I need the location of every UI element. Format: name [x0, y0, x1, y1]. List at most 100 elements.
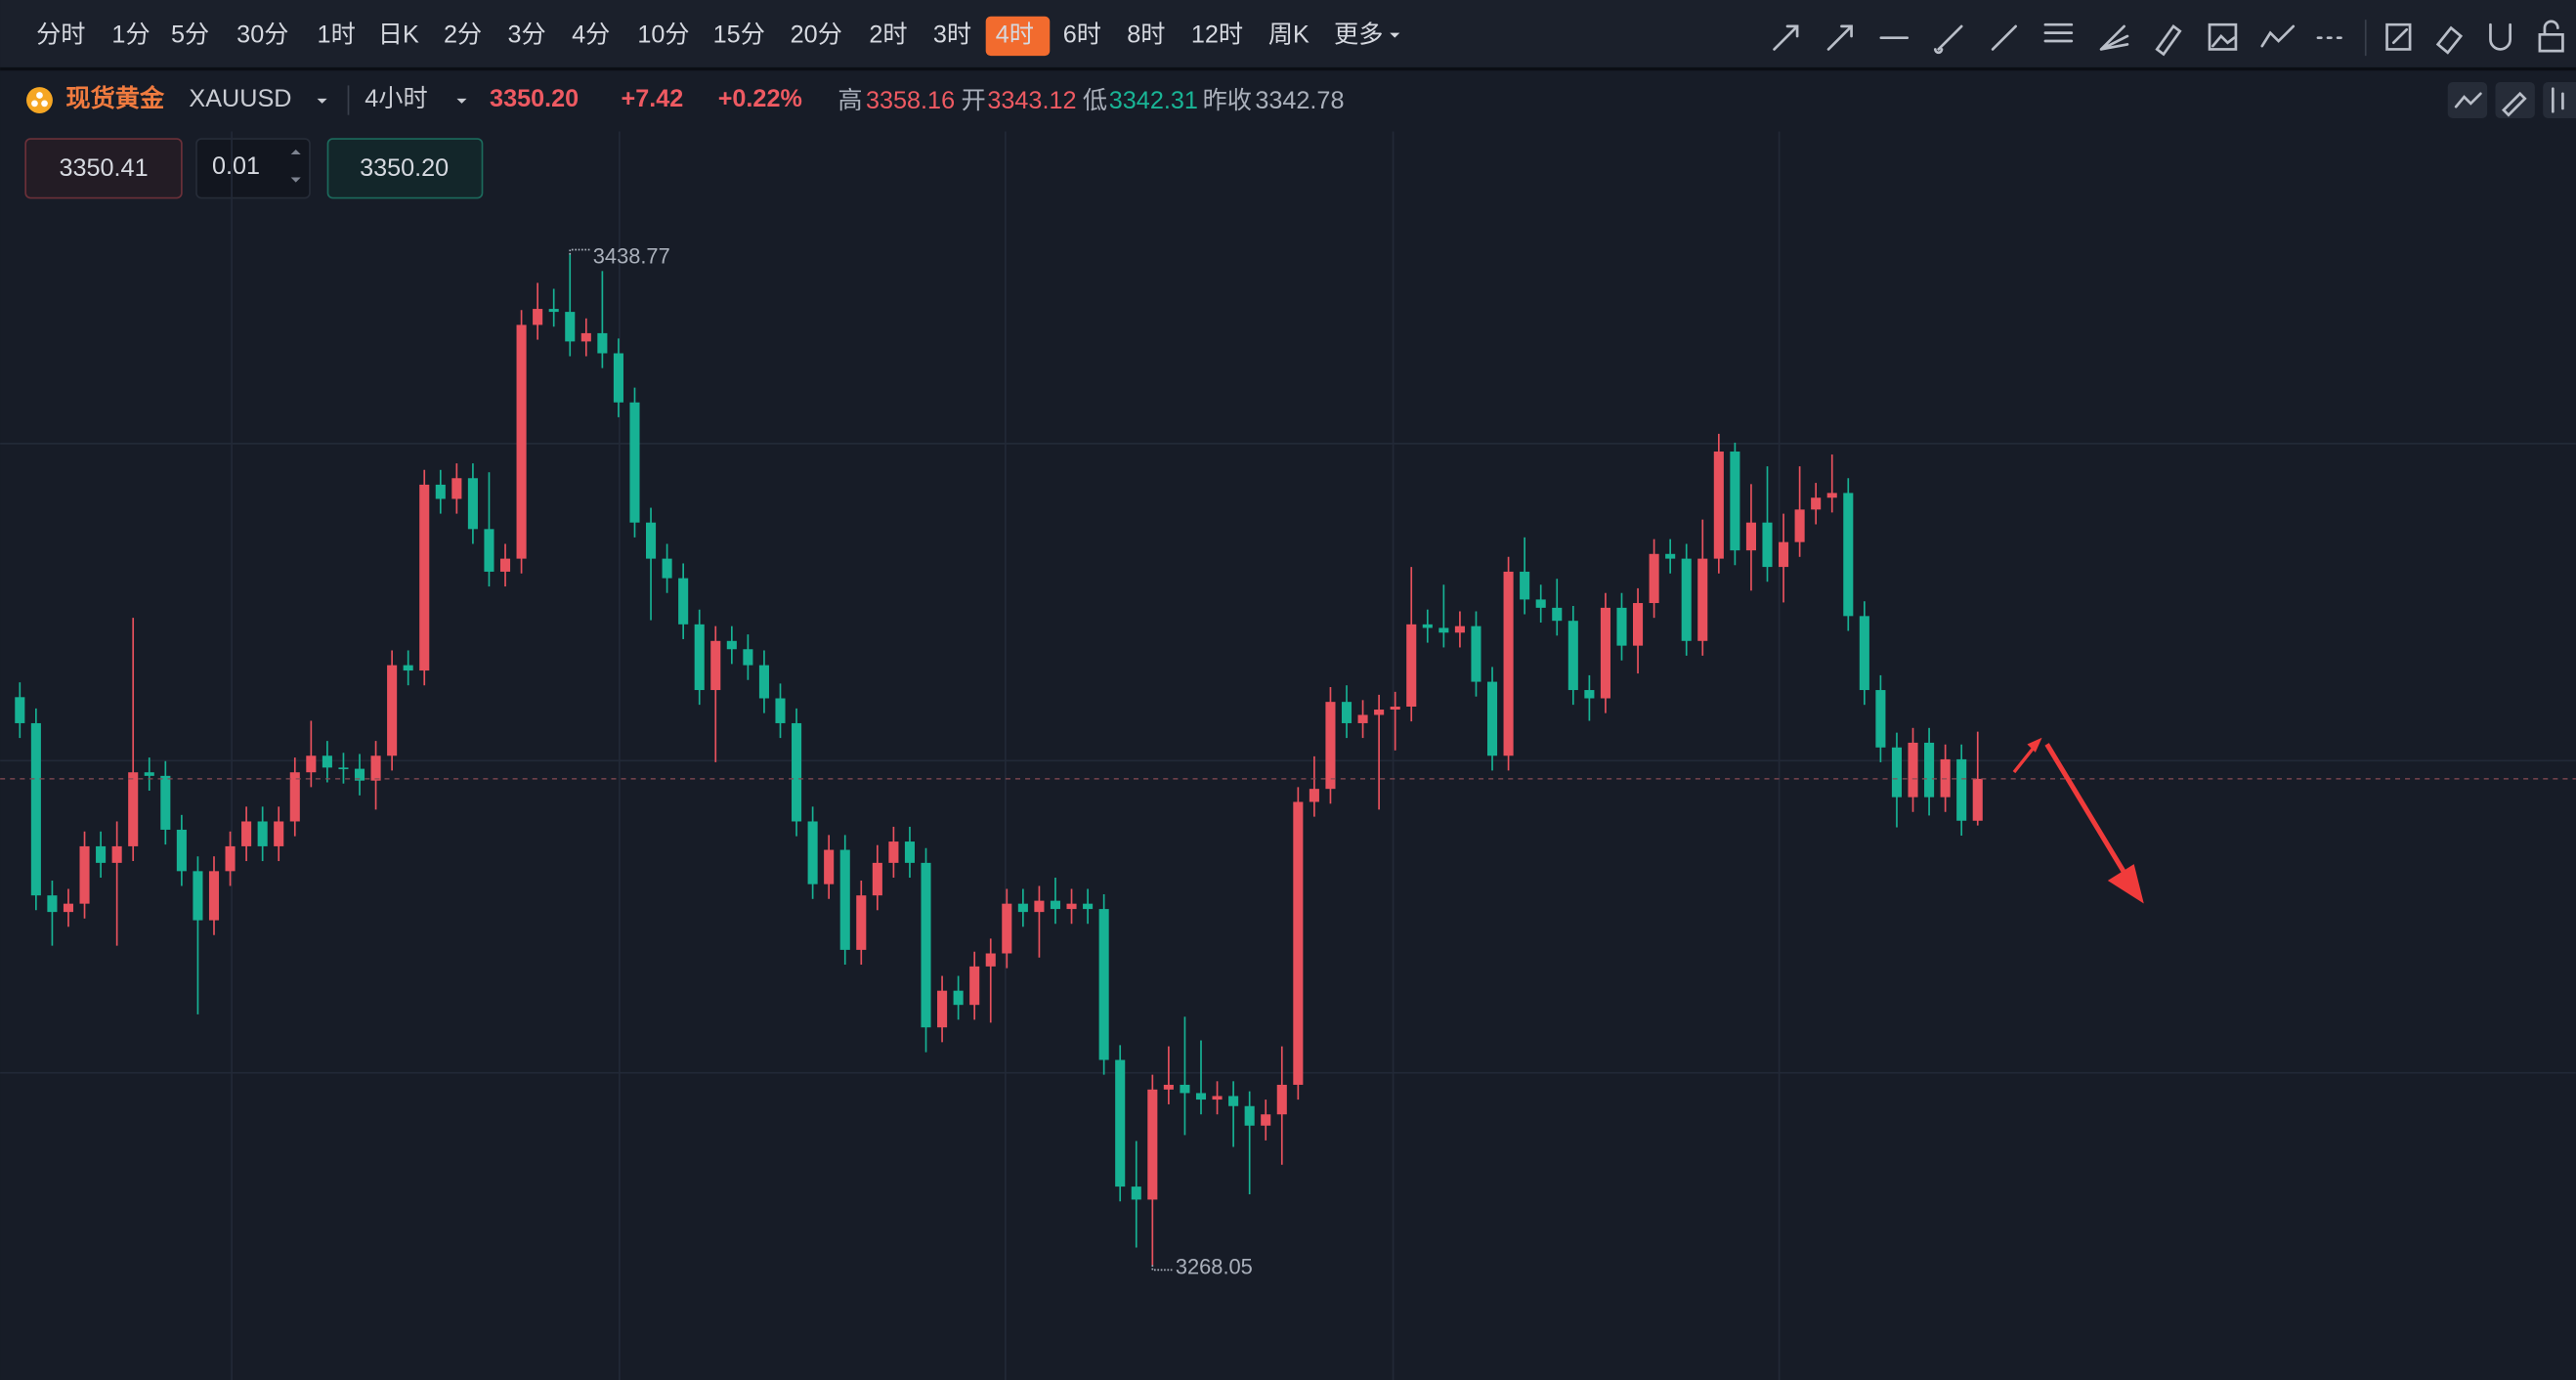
- candle-body: [30, 722, 41, 896]
- tool-icon[interactable]: [2435, 25, 2464, 55]
- candle-body: [1131, 1186, 1141, 1200]
- period-tab[interactable]: 12时: [1191, 22, 1243, 49]
- period-tab[interactable]: 6时: [1063, 22, 1101, 49]
- candle-body: [225, 845, 236, 872]
- candle-body: [1002, 903, 1012, 954]
- lots-value[interactable]: 0.01: [212, 152, 260, 180]
- candle-body: [1762, 522, 1773, 568]
- period-tab[interactable]: 2时: [869, 22, 907, 49]
- prev-close-label: 昨收: [1203, 87, 1252, 114]
- candle-body: [613, 353, 623, 403]
- candle-body: [322, 755, 332, 768]
- candle-body: [160, 775, 171, 830]
- period-tab[interactable]: 3时: [933, 22, 971, 49]
- draw-icon: [2502, 91, 2527, 117]
- candle-body: [580, 332, 591, 342]
- tool-icon[interactable]: [1933, 24, 1963, 55]
- period-tab[interactable]: 3分: [508, 22, 546, 49]
- period-tab[interactable]: 分时: [36, 22, 85, 49]
- period-tab[interactable]: 1时: [318, 22, 356, 49]
- candle-body: [1098, 909, 1109, 1060]
- lots-input[interactable]: [195, 138, 311, 199]
- period-tab[interactable]: 2分: [444, 22, 482, 49]
- tool-icon[interactable]: [2489, 22, 2512, 51]
- period-tab[interactable]: 5分: [171, 22, 209, 49]
- candle-body: [597, 332, 608, 354]
- tool-icon[interactable]: [2208, 22, 2238, 51]
- more-button[interactable]: 更多: [1334, 22, 1383, 49]
- period-tab[interactable]: 15分: [713, 22, 765, 49]
- period-tab[interactable]: 30分: [236, 22, 288, 49]
- candle-body: [1826, 493, 1837, 498]
- candle-body: [370, 755, 381, 781]
- candle-body: [1486, 681, 1498, 756]
- candle-body: [1034, 900, 1045, 913]
- candle-body: [1972, 778, 1983, 821]
- sell-price[interactable]: 3350.41: [59, 154, 148, 182]
- candle-body: [872, 862, 882, 896]
- candle-body: [176, 829, 187, 872]
- period-tab[interactable]: 10分: [637, 22, 689, 49]
- interval-caret: [456, 98, 467, 104]
- high-marker: [569, 248, 590, 255]
- candle-body: [726, 640, 737, 650]
- annotation-arrow-small: [2012, 746, 2036, 774]
- period-tab[interactable]: 20分: [791, 22, 842, 49]
- grid: [0, 131, 2576, 1380]
- sell-box[interactable]: [24, 138, 183, 199]
- buy-box[interactable]: [326, 138, 484, 199]
- tool-icon[interactable]: [1991, 24, 2018, 51]
- buy-price[interactable]: 3350.20: [360, 154, 449, 182]
- low-marker: [1151, 1265, 1173, 1272]
- tool-icon[interactable]: [1826, 24, 1853, 51]
- toolbar: [0, 0, 2576, 69]
- gold-icon-dot: [41, 100, 48, 108]
- period-tab[interactable]: 周K: [1268, 22, 1309, 49]
- candle-body: [128, 772, 139, 846]
- candle-body: [306, 755, 317, 773]
- candle-body: [499, 558, 511, 572]
- candle-body: [1567, 621, 1578, 691]
- candle-body: [1341, 702, 1352, 723]
- candle-body: [1794, 509, 1805, 542]
- period-tab[interactable]: 4分: [572, 22, 610, 49]
- tool-icon[interactable]: [1773, 24, 1799, 51]
- candle-body: [1454, 625, 1465, 633]
- interval[interactable]: 4小时: [365, 85, 427, 112]
- candle-button[interactable]: [2543, 82, 2576, 119]
- tool-icon[interactable]: [2385, 22, 2412, 51]
- candle-body: [1050, 900, 1061, 910]
- candle-body: [15, 697, 25, 723]
- low-label: 低: [1083, 87, 1107, 114]
- candle-body: [1535, 599, 1546, 608]
- candle-body: [1552, 607, 1563, 622]
- tool-icon[interactable]: [2260, 24, 2296, 48]
- candle-body: [1745, 522, 1756, 551]
- candle-body: [1147, 1089, 1158, 1200]
- low-extreme-label: 3268.05: [1176, 1254, 1253, 1278]
- period-tab[interactable]: 4时: [996, 22, 1034, 49]
- candle-body: [904, 841, 916, 863]
- symbol-caret: [317, 98, 327, 104]
- tool-icon[interactable]: [2043, 22, 2074, 43]
- candle-body: [241, 821, 252, 846]
- tool-icon[interactable]: [2155, 23, 2182, 57]
- period-tab[interactable]: 日K: [378, 22, 419, 49]
- period-tab[interactable]: 1分: [111, 22, 150, 49]
- high-extreme-label: 3438.77: [593, 244, 670, 269]
- candle-body: [1374, 710, 1385, 715]
- instrument-name[interactable]: 现货黄金: [65, 84, 165, 112]
- instrument-symbol[interactable]: XAUUSD: [189, 85, 291, 112]
- candle-body: [1600, 607, 1610, 699]
- price-change: +7.42: [622, 85, 684, 112]
- candle-body: [451, 478, 462, 499]
- candle-body: [193, 871, 203, 921]
- period-tab[interactable]: 8时: [1127, 22, 1165, 49]
- tool-icon[interactable]: [2099, 24, 2129, 51]
- candle-body: [1438, 627, 1449, 633]
- candle-body: [1730, 452, 1740, 551]
- candle-body: [1779, 541, 1789, 568]
- tool-icon[interactable]: [2538, 20, 2564, 53]
- candle-body: [516, 324, 527, 559]
- gold-icon-dot: [36, 92, 43, 99]
